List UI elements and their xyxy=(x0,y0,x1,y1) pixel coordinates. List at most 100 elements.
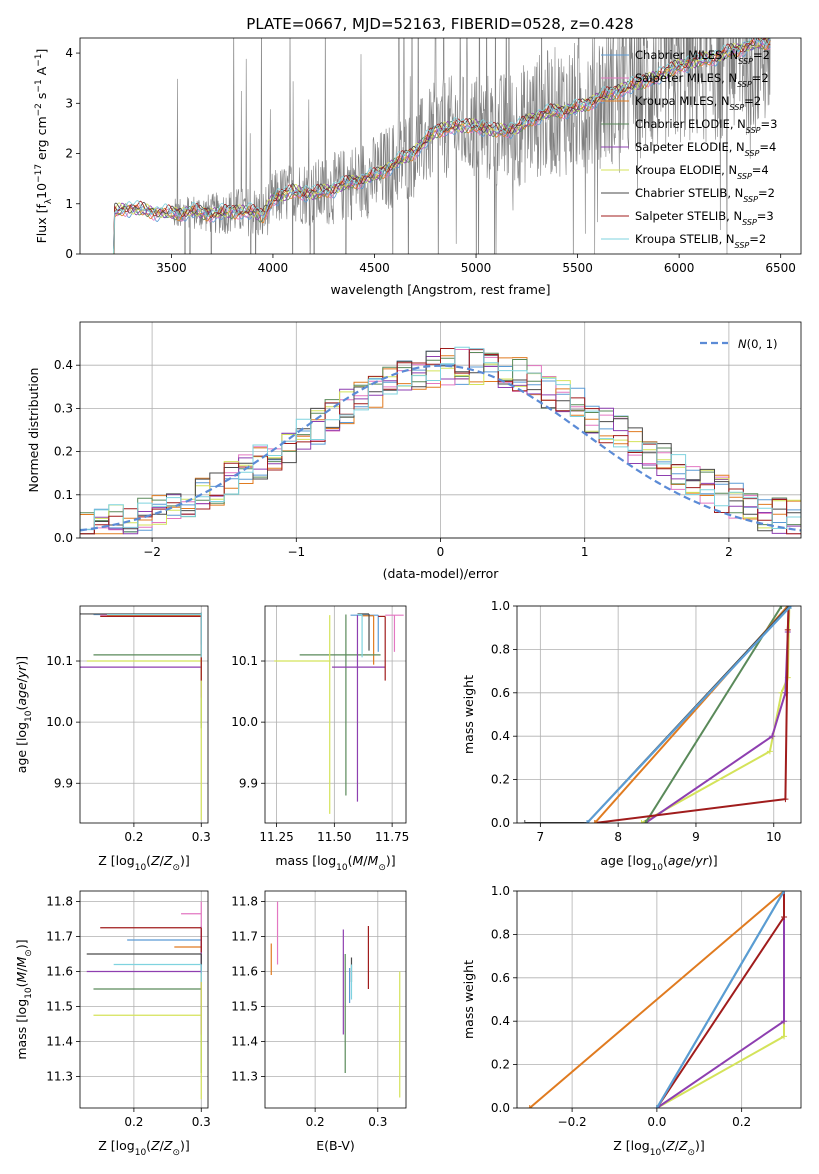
x-tick-label: 11.75 xyxy=(375,830,409,844)
cumulative-line-chabrier-miles xyxy=(656,891,785,1108)
legend-label: Kroupa ELODIE, NSSP=4 xyxy=(635,163,769,181)
residuals-panel: −2 −1 0 1 2 0.0 0.1 0.2 0.3 0.4 N(0, 1) (data-model… xyxy=(26,321,802,581)
legend-label: Kroupa STELIB, NSSP=2 xyxy=(635,232,766,250)
legend-label: Kroupa MILES, NSSP=2 xyxy=(635,94,761,112)
x-tick-label: 0.2 xyxy=(306,1115,325,1129)
y-tick-label: 11.3 xyxy=(46,1070,73,1084)
y-tick-label: 3 xyxy=(65,96,73,110)
model-line-chabrier-stelib xyxy=(113,38,771,249)
cumulative-marker xyxy=(781,1033,788,1040)
legend-label: Salpeter ELODIE, NSSP=4 xyxy=(635,140,776,158)
x-tick-label: 5500 xyxy=(562,261,593,275)
legend-label: Chabrier ELODIE, NSSP=3 xyxy=(635,117,777,135)
y-tick-label: 1 xyxy=(65,197,73,211)
y-axis-label: mass [log10(M/M⊙)] xyxy=(14,939,34,1059)
x-axis-label: mass [log10(M/M⊙)] xyxy=(275,853,395,873)
x-tick-label: −0.2 xyxy=(558,1115,587,1129)
cumulative-plot-area xyxy=(521,606,794,823)
spectrum-panel: 3500 4000 4500 5000 5500 6000 6500 0 1 2 3 4 Chabrie… xyxy=(34,37,802,297)
x-axis-label: E(B-V) xyxy=(316,1138,355,1153)
cumulative-marker xyxy=(782,796,789,803)
cumulative-marker xyxy=(781,914,788,921)
x-tick-label: 0.0 xyxy=(647,1115,666,1129)
y-tick-label: 0.0 xyxy=(491,816,510,830)
cumulative-marker xyxy=(766,748,773,755)
cumulative-line-kroupa-elodie xyxy=(641,606,791,823)
cumulative-marker xyxy=(526,1105,533,1108)
y-tick-label: 11.7 xyxy=(231,930,258,944)
y-tick-label: 9.9 xyxy=(239,776,258,790)
y-tick-label: 11.3 xyxy=(231,1070,258,1084)
cumulative-line-salpeter-stelib xyxy=(594,606,790,823)
grid-lines xyxy=(80,891,208,1108)
x-tick-label: 0.2 xyxy=(124,830,143,844)
y-tick-label: 11.4 xyxy=(231,1035,258,1049)
cumulative-line-chabrier-elodie xyxy=(644,606,783,823)
legend-label: Chabrier STELIB, NSSP=2 xyxy=(635,186,775,204)
grid-lines xyxy=(517,890,801,1109)
x-tick-label: 7 xyxy=(537,830,545,844)
y-tick-label: 1.0 xyxy=(491,599,510,613)
cumulative-plot-area xyxy=(526,891,788,1108)
y-tick-label: 0.0 xyxy=(491,1101,510,1115)
mass-vs-metallicity-panel: 0.2 0.3 11.3 11.4 11.5 11.6 11.7 11.8 Z [log10(Z… xyxy=(14,890,211,1158)
x-axis-label: Z [log10(Z/Z⊙)] xyxy=(98,853,190,873)
y-tick-label: 10.0 xyxy=(231,715,258,729)
y-tick-label: 0.2 xyxy=(491,1058,510,1072)
cumulative-marker xyxy=(521,820,528,823)
mass-weight-vs-metallicity-panel: −0.2 0.0 0.2 0.0 0.2 0.4 0.6 0.8 1.0 Z [log10(Z/Z… xyxy=(461,884,802,1158)
histogram-kroupa-stelib xyxy=(80,346,801,535)
x-axis-label: Z [log10(Z/Z⊙)] xyxy=(98,1138,190,1158)
axes-frame xyxy=(264,890,407,1109)
y-tick-label: 2 xyxy=(65,147,73,161)
cumulative-line-chabrier-stelib xyxy=(524,606,791,823)
legend-label: Chabrier MILES, NSSP=2 xyxy=(635,48,770,66)
cumulative-marker xyxy=(787,606,794,609)
x-tick-label: 9 xyxy=(692,830,700,844)
y-tick-label: 11.5 xyxy=(46,1000,73,1014)
observed-spectrum-line xyxy=(113,38,771,254)
y-tick-label: 9.9 xyxy=(54,776,73,790)
y-tick-label: 11.8 xyxy=(46,895,73,909)
cumulative-marker xyxy=(769,733,776,740)
mass-weight-vs-age-panel: 7 8 9 10 0.0 0.2 0.4 0.6 0.8 1.0 age [log10(age/yr… xyxy=(461,599,802,873)
x-tick-label: 2 xyxy=(725,545,733,559)
x-tick-label: −2 xyxy=(143,545,161,559)
cumulative-marker xyxy=(638,820,645,823)
y-tick-label: 11.6 xyxy=(46,965,73,979)
cumulative-line-chabrier-miles xyxy=(586,606,792,823)
cumulative-marker xyxy=(781,1018,788,1025)
grid-lines xyxy=(80,606,208,823)
cumulative-line-kroupa-miles xyxy=(529,891,785,1108)
cumulative-marker xyxy=(784,626,791,633)
x-tick-label: 0.2 xyxy=(124,1115,143,1129)
x-axis-label: Z [log10(Z/Z⊙)] xyxy=(613,1138,705,1158)
x-tick-label: 0.3 xyxy=(192,1115,211,1129)
y-tick-label: 0.4 xyxy=(491,1014,510,1028)
y-tick-label: 11.5 xyxy=(231,1000,258,1014)
legend-label: Salpeter STELIB, NSSP=3 xyxy=(635,209,774,227)
x-tick-label: 0.3 xyxy=(192,830,211,844)
y-tick-label: 10.0 xyxy=(46,715,73,729)
y-axis-label: mass weight xyxy=(461,960,476,1039)
x-tick-label: 5000 xyxy=(461,261,492,275)
mass-vs-ebv-panel: 0.2 0.3 11.3 11.4 11.5 11.6 11.7 11.8 E(B-V) xyxy=(231,890,407,1153)
spectrum-legend: Chabrier MILES, NSSP=2 Salpeter MILES, NS… xyxy=(601,48,777,250)
axes-frame xyxy=(516,605,802,824)
gaussian-curve xyxy=(80,364,801,532)
residuals-legend: N(0, 1) xyxy=(700,337,778,351)
x-tick-label: 11.50 xyxy=(317,830,351,844)
spectrum-plot-area xyxy=(113,38,771,254)
y-axis-label: mass weight xyxy=(461,675,476,754)
errorbar-plot-area xyxy=(86,901,202,1100)
cumulative-marker xyxy=(584,820,591,823)
age-vs-metallicity-panel: 0.2 0.3 9.9 10.0 10.1 Z [log10(Z/Z⊙)] age [log… xyxy=(14,605,211,873)
y-tick-label: 0.6 xyxy=(491,971,510,985)
residuals-plot-area xyxy=(80,346,801,535)
age-vs-mass-panel: 11.25 11.50 11.75 9.9 10.0 10.1 mass [log10(M/… xyxy=(231,605,409,873)
cumulative-marker xyxy=(778,606,785,609)
errorbar-plot-area xyxy=(274,613,404,814)
legend-label: N(0, 1) xyxy=(738,337,778,351)
y-tick-label: 10.1 xyxy=(46,654,73,668)
